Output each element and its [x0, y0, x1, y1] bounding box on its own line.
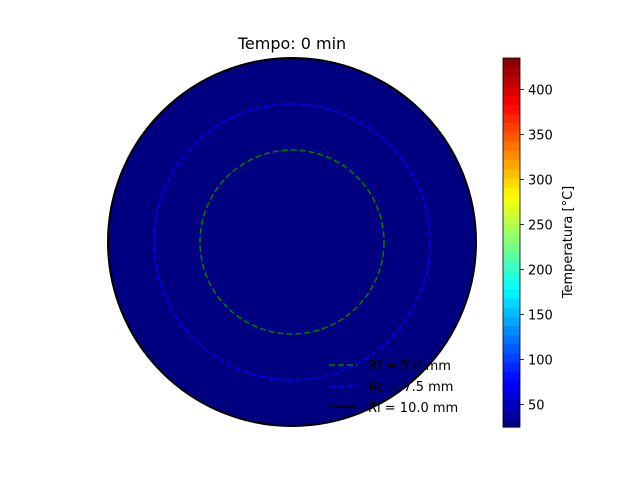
- radius-circle-3: [107, 57, 477, 427]
- colorbar-label: Temperatura [°C]: [561, 186, 576, 299]
- colorbar-level-2: [503, 408, 520, 419]
- colorbar-level-14: [503, 297, 520, 308]
- colorbar-frame: [502, 57, 521, 428]
- colorbar-level-38: [503, 76, 520, 87]
- colorbar-tick-label-8: 400: [528, 84, 553, 99]
- temperature-field: [108, 58, 476, 426]
- colorbar-levels: [503, 58, 520, 428]
- colorbar-tick-label-6: 300: [528, 174, 553, 189]
- colorbar-ticks: 50 100 150 200 250 300 350 400: [520, 84, 553, 414]
- colorbar-level-10: [503, 334, 520, 345]
- colorbar-level-22: [503, 224, 520, 234]
- colorbar-level-27: [503, 177, 520, 188]
- colorbar-level-4: [503, 390, 520, 400]
- colorbar-level-6: [503, 371, 520, 382]
- colorbar-level-29: [503, 159, 520, 170]
- colorbar-level-31: [503, 141, 520, 151]
- radius-circle-1: [199, 149, 385, 335]
- colorbar-level-12: [503, 316, 520, 327]
- legend: Rf = 5.0 mm Rc = 7.5 mm Ri = 10.0 mm: [329, 359, 458, 416]
- colorbar-level-39: [503, 67, 520, 78]
- colorbar-tick-label-4: 200: [528, 264, 553, 279]
- colorbar-level-28: [503, 168, 520, 179]
- colorbar-level-24: [503, 205, 520, 216]
- colorbar-level-15: [503, 288, 520, 299]
- colorbar: 50 100 150 200 250 300 350 400 Temperatura [°C]: [502, 57, 576, 428]
- colorbar-tick-label-7: 350: [528, 129, 553, 144]
- colorbar-level-20: [503, 242, 520, 253]
- colorbar-level-5: [503, 380, 520, 391]
- colorbar-level-26: [503, 187, 520, 197]
- colorbar-level-30: [503, 150, 520, 161]
- colorbar-level-35: [503, 104, 520, 114]
- colorbar-level-32: [503, 131, 520, 142]
- colorbar-level-7: [503, 362, 520, 373]
- colorbar-level-18: [503, 260, 520, 271]
- colorbar-level-11: [503, 325, 520, 336]
- colorbar-level-13: [503, 307, 520, 317]
- colorbar-level-19: [503, 251, 520, 262]
- colorbar-tick-label-2: 100: [528, 354, 553, 369]
- colorbar-level-3: [503, 399, 520, 410]
- colorbar-level-16: [503, 279, 520, 290]
- colorbar-tick-label-3: 150: [528, 309, 553, 324]
- radius-circles: [107, 57, 477, 427]
- colorbar-level-17: [503, 270, 520, 280]
- legend-label-3: Ri = 10.0 mm: [368, 401, 458, 416]
- colorbar-level-40: [503, 58, 520, 68]
- colorbar-level-37: [503, 85, 520, 96]
- colorbar-level-33: [503, 122, 520, 133]
- colorbar-level-1: [503, 417, 520, 428]
- colorbar-tick-label-5: 250: [528, 219, 553, 234]
- colorbar-level-36: [503, 94, 520, 105]
- colorbar-level-8: [503, 353, 520, 364]
- plot-area: [107, 57, 477, 427]
- colorbar-level-9: [503, 343, 520, 354]
- colorbar-level-34: [503, 113, 520, 124]
- colorbar-level-25: [503, 196, 520, 207]
- colorbar-tick-label-1: 50: [528, 399, 545, 414]
- colorbar-level-21: [503, 233, 520, 244]
- chart-title: Tempo: 0 min: [237, 34, 346, 53]
- radius-circle-2: [153, 103, 431, 381]
- colorbar-level-23: [503, 214, 520, 225]
- legend-label-2: Rc = 7.5 mm: [368, 380, 453, 395]
- legend-label-1: Rf = 5.0 mm: [368, 359, 451, 374]
